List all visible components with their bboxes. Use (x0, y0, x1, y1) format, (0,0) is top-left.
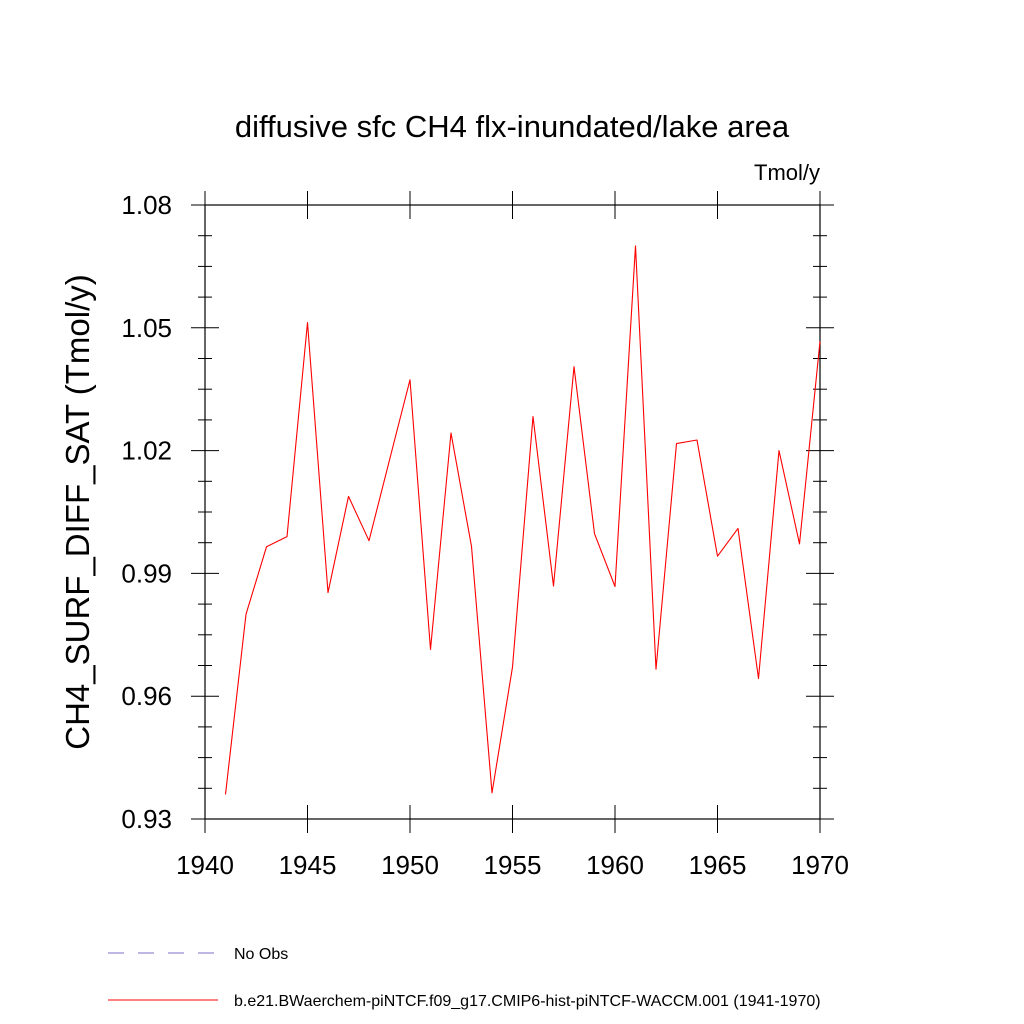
x-tick-label: 1960 (586, 850, 644, 880)
legend-label: b.e21.BWaerchem-piNTCF.f09_g17.CMIP6-his… (234, 993, 821, 1010)
x-tick-label: 1970 (791, 850, 849, 880)
y-tick-label: 1.05 (121, 313, 172, 343)
plot-frame (204, 204, 821, 820)
legend-label: No Obs (234, 946, 288, 963)
x-tick-label: 1955 (484, 850, 542, 880)
x-tick-label: 1945 (279, 850, 337, 880)
x-tick-label: 1950 (381, 850, 439, 880)
y-tick-label: 1.02 (121, 436, 172, 466)
chart-title: diffusive sfc CH4 flx-inundated/lake are… (235, 109, 790, 144)
y-axis-label: CH4_SURF_DIFF_SAT (Tmol/y) (59, 274, 96, 750)
y-tick-label: 0.93 (121, 804, 172, 834)
y-tick-label: 1.08 (121, 190, 172, 220)
x-tick-label: 1965 (689, 850, 747, 880)
y-tick-label: 0.96 (121, 681, 172, 711)
x-tick-label: 1940 (176, 850, 234, 880)
units-label: Tmol/y (754, 160, 820, 185)
legend: No Obs b.e21.BWaerchem-piNTCF.f09_g17.CMI… (108, 946, 821, 1010)
plot-area: 1940 1945 1950 1955 1960 1965 1970 0.93 0.96 0.99… (121, 190, 849, 880)
y-tick-label: 0.99 (121, 558, 172, 588)
series-line (224, 245, 821, 795)
